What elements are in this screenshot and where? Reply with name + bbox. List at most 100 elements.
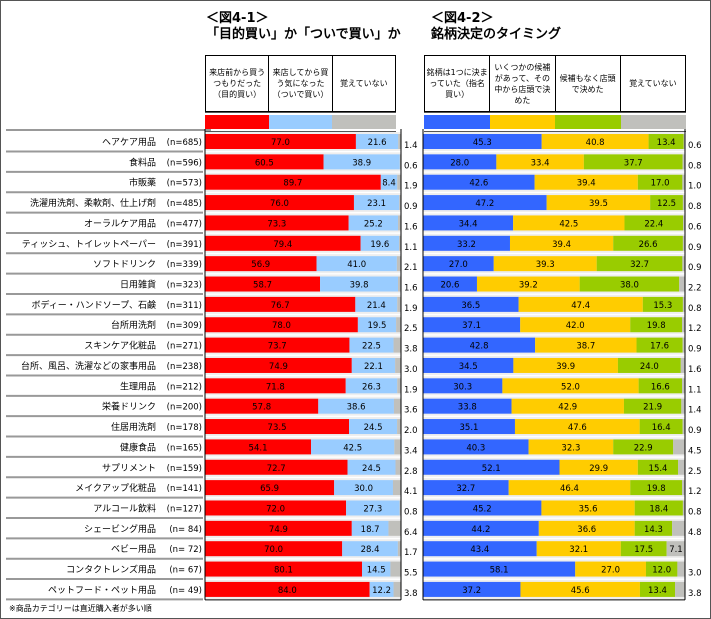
bar-segment [502, 378, 639, 394]
n-label: (n= 84) [169, 525, 202, 535]
bar-segment [392, 480, 401, 496]
bar-segment [311, 439, 395, 455]
data-label: 21.4 [367, 301, 386, 311]
data-label: 47.2 [475, 199, 494, 209]
legend-label: 候補もなく店頭で決めた [556, 56, 621, 111]
data-label: 3.0 [688, 569, 702, 579]
category-label: 台所用洗剤 [111, 319, 156, 331]
bar-segment [617, 357, 681, 373]
data-label: 38.9 [352, 158, 371, 168]
bar-segment [559, 459, 638, 475]
n-label: (n=200) [167, 403, 202, 413]
bar-segment [393, 581, 401, 597]
category-label: 日用雑貨 [120, 279, 156, 291]
category-label: 食料品 [129, 156, 156, 168]
data-label: 17.0 [651, 179, 670, 189]
data-label: 47.6 [568, 423, 587, 433]
bar-segment [349, 337, 394, 353]
bar-segment [347, 459, 396, 475]
bar-segment [398, 276, 402, 292]
category-label: 台所、風呂、洗濯などの家事用品 [21, 360, 156, 372]
data-label: 17.6 [650, 342, 669, 352]
data-label: 19.6 [370, 240, 389, 250]
data-label: 42.8 [470, 342, 489, 352]
bar-segment [623, 398, 682, 414]
bar-segment [682, 174, 685, 190]
bar-segment [682, 480, 686, 496]
data-label: 35.1 [460, 423, 479, 433]
data-label: 1.6 [404, 222, 418, 232]
data-label: 27.0 [449, 260, 468, 270]
data-label: 29.9 [589, 464, 608, 474]
bar-segment [316, 256, 397, 272]
data-label: 1.4 [404, 141, 418, 151]
data-label: 4.1 [404, 487, 418, 497]
data-label: 77.0 [271, 138, 290, 148]
category-label: ペットフード・ペット用品 [48, 585, 156, 596]
n-label: (n=573) [167, 179, 202, 189]
bar-segment [399, 500, 402, 516]
data-label: 52.1 [482, 464, 501, 474]
bar-segment [397, 541, 402, 557]
bar-segment [682, 337, 685, 353]
bar-segment [682, 235, 686, 251]
data-label: 72.0 [266, 504, 285, 514]
bar-segment [476, 276, 580, 292]
bar-segment [596, 256, 683, 272]
data-label: 0.9 [688, 345, 702, 355]
data-label: 43.4 [470, 545, 489, 555]
data-label: 14.3 [644, 525, 663, 535]
bar-segment [346, 500, 400, 516]
data-label: 22.9 [634, 443, 653, 453]
legend-label: いくつかの候補があって、その中から店頭で決めた [490, 56, 556, 111]
data-label: 73.7 [268, 342, 287, 352]
category-label: 生理用品 [120, 380, 156, 392]
n-label: (n=477) [167, 219, 202, 229]
n-label: (n=159) [167, 464, 202, 474]
data-label: 19.8 [647, 321, 666, 331]
bar-segment [423, 317, 521, 333]
bar-segment [205, 541, 343, 557]
n-label: (n=485) [167, 199, 202, 209]
bar-segment [672, 520, 685, 536]
chart2-legend-header: 銘柄は1つに決まっていた（指名買い） いくつかの候補があって、その中から店頭で決… [424, 55, 686, 112]
bar-segment [398, 134, 401, 149]
n-label: (n=323) [167, 281, 202, 291]
data-label: 74.9 [269, 362, 288, 372]
bar-segment [673, 439, 685, 455]
bar-segment [630, 480, 683, 496]
data-label: 45.6 [571, 586, 590, 596]
chart1-title-line1: ＜図4-1＞ [206, 11, 269, 26]
bar-segment [205, 337, 350, 353]
data-label: 76.7 [271, 301, 290, 311]
chart1-legend-header: 来店前から買うつもりだった（目的買い） 来店してから買う気になった（ついで買い）… [205, 55, 396, 112]
data-label: 12.0 [652, 566, 671, 576]
bar-segment [682, 256, 685, 272]
data-label: 60.5 [255, 158, 274, 168]
bar-segment [395, 357, 401, 373]
data-label: 42.0 [566, 321, 585, 331]
n-label: (n=238) [167, 362, 202, 372]
data-label: 39.4 [577, 179, 596, 189]
data-label: 1.9 [404, 182, 418, 192]
bar-segment [345, 378, 398, 394]
data-label: 5.5 [404, 569, 418, 579]
legend-swatch [555, 115, 621, 129]
data-label: 7.1 [669, 545, 683, 555]
bar-segment [682, 317, 686, 333]
bar-segment [680, 357, 685, 373]
bar-segment [642, 296, 683, 312]
legend-swatch [489, 115, 555, 129]
bar-segment [520, 581, 640, 597]
data-label: 26.6 [639, 240, 658, 250]
data-label: 12.5 [657, 199, 676, 209]
bar-segment [396, 317, 401, 333]
data-label: 35.6 [579, 504, 598, 514]
data-label: 4.8 [688, 528, 702, 538]
data-label: 76.0 [270, 199, 289, 209]
data-label: 42.6 [469, 179, 488, 189]
data-label: 13.4 [657, 138, 676, 148]
category-label: スキンケア化粧品 [84, 340, 156, 352]
legend-label: 覚えていない [629, 79, 677, 88]
bar-segment [396, 256, 401, 272]
